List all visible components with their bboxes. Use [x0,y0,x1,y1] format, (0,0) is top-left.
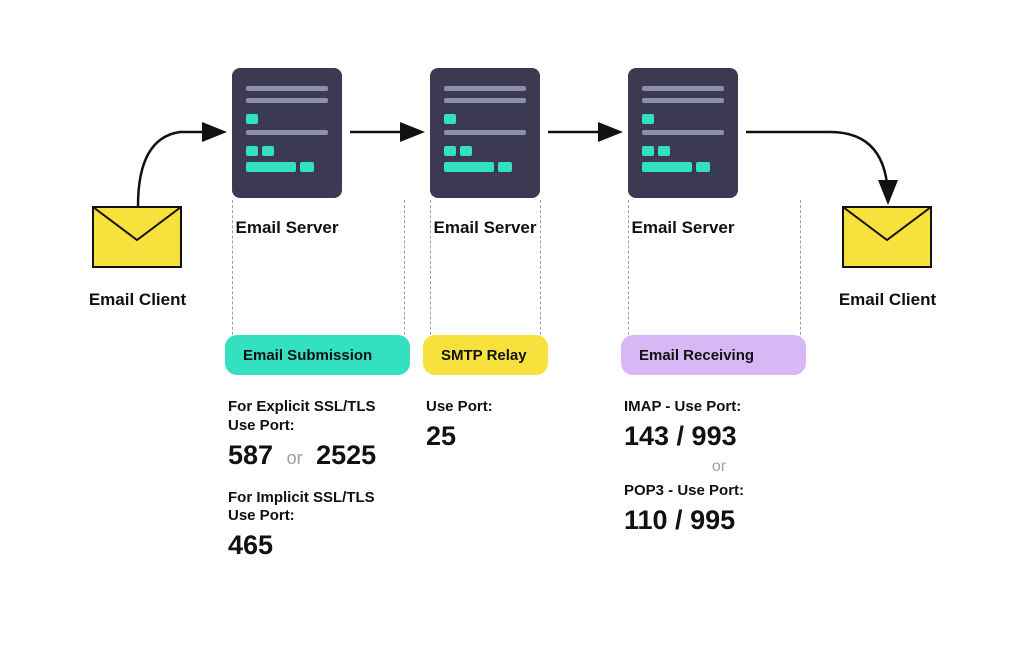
badge-receiving: Email Receiving [621,335,806,375]
dashed-line [232,200,233,355]
dashed-line [540,200,541,355]
submission-port-587: 587 [228,440,273,470]
receiving-pop3-label: POP3 - Use Port: [624,482,814,501]
envelope-icon [842,206,932,268]
diagram-canvas: Email Client Email Client Email Server [0,0,1024,648]
envelope-icon [92,206,182,268]
server-icon [232,68,342,198]
info-relay: Use Port: 25 [426,398,566,452]
client-right-label: Email Client [830,290,945,310]
client-left-label: Email Client [80,290,195,310]
dashed-line [800,200,801,355]
badge-relay: SMTP Relay [423,335,548,375]
server-icon [628,68,738,198]
receiving-pop3-ports: 110 / 995 [624,505,814,536]
server-2-label: Email Server [430,218,540,238]
submission-useport-label-2: Use Port: [228,507,428,526]
badge-receiving-label: Email Receiving [639,347,754,364]
submission-useport-label: Use Port: [228,417,428,436]
server-1-label: Email Server [232,218,342,238]
receiving-imap-ports: 143 / 993 [624,421,814,452]
relay-port-25: 25 [426,421,456,451]
submission-port-2525: 2525 [316,440,376,470]
badge-submission: Email Submission [225,335,410,375]
dashed-line [404,200,405,355]
or-text: or [624,458,814,476]
badge-submission-label: Email Submission [243,347,372,364]
dashed-line [430,200,431,355]
dashed-line [628,200,629,355]
badge-relay-label: SMTP Relay [441,347,527,364]
submission-port-465: 465 [228,530,273,560]
receiving-imap-label: IMAP - Use Port: [624,398,814,417]
or-text: or [287,448,303,468]
info-receiving: IMAP - Use Port: 143 / 993 or POP3 - Use… [624,398,814,536]
server-3-label: Email Server [628,218,738,238]
submission-implicit-label: For Implicit SSL/TLS [228,489,428,508]
server-icon [430,68,540,198]
submission-explicit-label: For Explicit SSL/TLS [228,398,428,417]
info-submission: For Explicit SSL/TLS Use Port: 587 or 25… [228,398,428,561]
relay-useport-label: Use Port: [426,398,566,417]
